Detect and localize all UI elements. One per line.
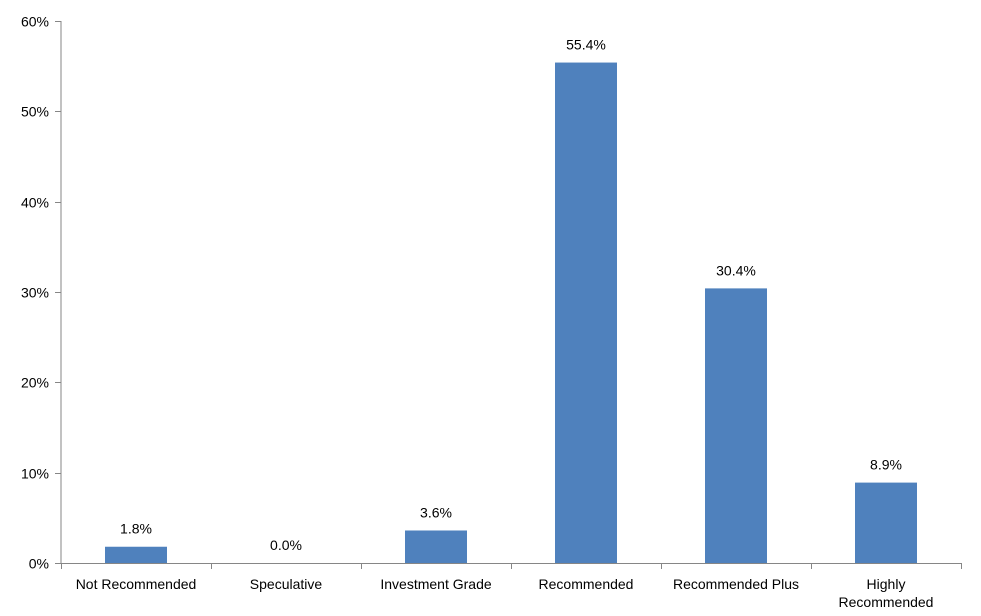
data-label: 8.9% [870, 457, 902, 473]
data-label: 0.0% [270, 537, 302, 553]
data-label: 30.4% [716, 262, 756, 278]
x-axis: Not Recommended Speculative Investment Gra… [61, 563, 962, 610]
bar-recommended-plus [705, 288, 767, 563]
y-tick-label: 20% [21, 375, 49, 391]
x-category-label: Investment Grade [380, 576, 491, 592]
data-labels: 1.8% 0.0% 3.6% 55.4% 30.4% 8.9% [120, 37, 902, 553]
bars [105, 62, 917, 563]
data-label: 3.6% [420, 504, 452, 520]
x-category-label: Recommended Plus [673, 576, 799, 592]
y-tick-label: 0% [29, 556, 49, 572]
data-label: 55.4% [566, 37, 606, 53]
y-axis: 0% 10% 20% 30% 40% 50% 60% [21, 14, 62, 572]
bar-investment-grade [405, 530, 467, 563]
y-tick-label: 30% [21, 285, 49, 301]
x-category-label-line: Not Recommended [76, 576, 197, 592]
y-tick-label: 60% [21, 14, 49, 30]
x-category-label-line: Recommended [539, 576, 634, 592]
x-category-label: Speculative [250, 576, 323, 592]
y-tick-label: 50% [21, 104, 49, 120]
x-category-label: Recommended [539, 576, 634, 592]
x-category-label-line: Highly [867, 576, 906, 592]
x-category-label: Not Recommended [76, 576, 197, 592]
x-category-label-line: Investment Grade [380, 576, 491, 592]
bar-not-recommended [105, 546, 167, 563]
bar-highly-recommended [855, 482, 917, 563]
x-category-label-line: Speculative [250, 576, 323, 592]
x-category-label-line: Recommended [839, 594, 934, 610]
x-category-label: Highly Recommended [839, 576, 934, 610]
bar-recommended [555, 62, 617, 563]
x-category-label-line: Recommended Plus [673, 576, 799, 592]
data-label: 1.8% [120, 521, 152, 537]
y-tick-label: 40% [21, 195, 49, 211]
y-tick-label: 10% [21, 466, 49, 482]
